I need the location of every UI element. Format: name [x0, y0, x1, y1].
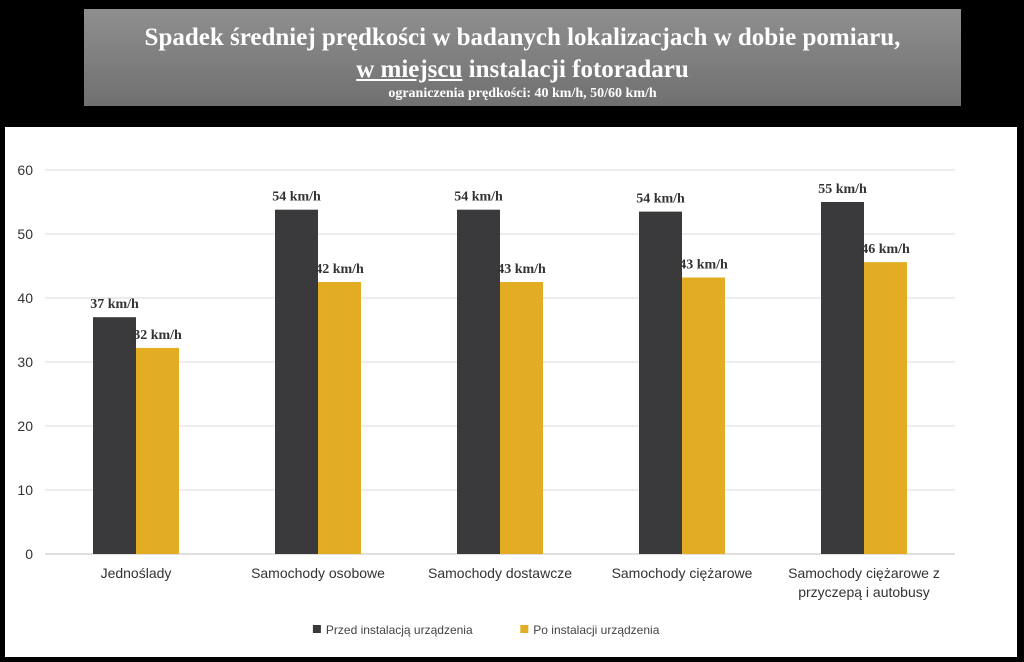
- bar: [500, 282, 543, 554]
- data-label: 43 km/h: [679, 258, 728, 273]
- legend-swatch: [520, 625, 529, 633]
- category-label: Samochody ciężarowe: [612, 565, 753, 581]
- chart-panel: 0 10 20 30 40 50 60 37 km/h 32 km/h Jednoślady 54 …: [5, 127, 1017, 657]
- legend-swatch: [312, 625, 321, 633]
- bar-chart: 0 10 20 30 40 50 60 37 km/h 32 km/h Jednoślady 54 …: [17, 162, 955, 637]
- y-tick-label: 20: [17, 418, 33, 434]
- bar: [93, 317, 136, 554]
- chart-title-line1: Spadek średniej prędkości w badanych lok…: [144, 24, 901, 51]
- y-tick-label: 10: [17, 482, 33, 498]
- chart-subtitle: ograniczenia prędkości: 40 km/h, 50/60 k…: [388, 86, 657, 101]
- legend-label: Po instalacji urządzenia: [533, 623, 659, 637]
- y-tick-label: 50: [17, 226, 33, 242]
- data-label: 37 km/h: [90, 297, 139, 312]
- data-label: 54 km/h: [272, 190, 321, 205]
- bar: [136, 347, 179, 554]
- data-label: 54 km/h: [636, 192, 685, 207]
- chart-title-line2: w miejscu instalacji fotoradaru: [84, 55, 961, 85]
- data-label: 46 km/h: [861, 242, 910, 257]
- data-label: 43 km/h: [497, 262, 546, 277]
- bar: [457, 209, 500, 554]
- data-label: 42 km/h: [315, 262, 364, 277]
- y-tick-label: 60: [17, 162, 33, 178]
- chart-title-rest: instalacji fotoradaru: [462, 56, 689, 83]
- bar: [821, 202, 864, 554]
- data-label: 55 km/h: [818, 182, 867, 197]
- category-label: Samochody osobowe: [251, 565, 385, 581]
- y-tick-label: 0: [25, 546, 33, 562]
- bar: [318, 282, 361, 554]
- legend-label: Przed instalacją urządzenia: [326, 623, 473, 637]
- bar: [682, 277, 725, 554]
- data-label: 54 km/h: [454, 190, 503, 205]
- bar: [864, 262, 907, 554]
- bar: [275, 209, 318, 554]
- y-tick-label: 30: [17, 354, 33, 370]
- data-label: 32 km/h: [133, 328, 182, 343]
- category-label: Samochody dostawcze: [428, 565, 572, 581]
- category-label: Jednoślady: [101, 565, 172, 581]
- y-tick-label: 40: [17, 290, 33, 306]
- chart-title-box: Spadek średniej prędkości w badanych lok…: [84, 9, 961, 106]
- category-label: Samochody ciężarowe z: [788, 565, 940, 581]
- bar: [639, 211, 682, 554]
- category-label: przyczepą i autobusy: [798, 584, 930, 600]
- chart-title-underlined: w miejscu: [356, 56, 463, 83]
